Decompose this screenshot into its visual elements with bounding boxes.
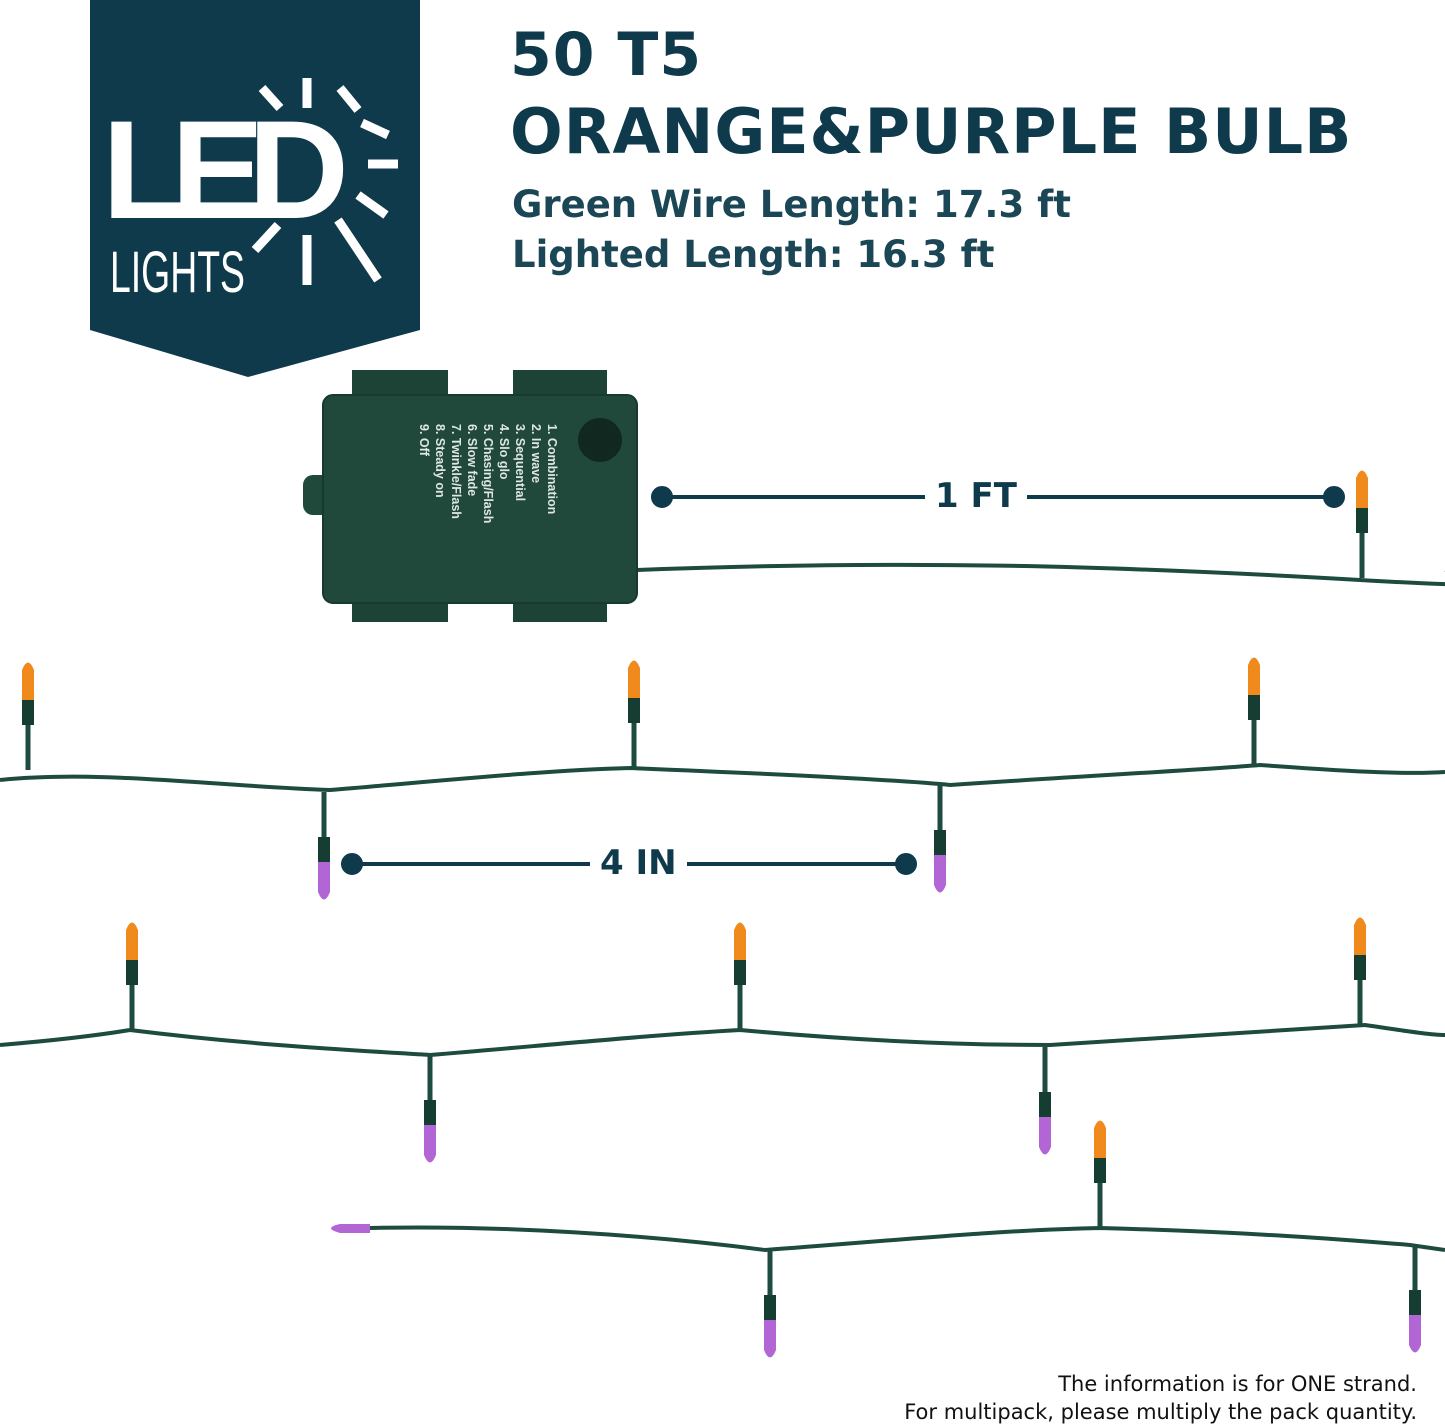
mode-item: 4. Slo glo [497, 424, 511, 480]
purple-bulb [331, 1224, 370, 1233]
svg-text:LED: LED [102, 91, 344, 248]
wire [0, 1022, 1445, 1058]
purple-bulb [318, 792, 330, 900]
footer-note-2: For multipack, please multiply the pack … [904, 1400, 1417, 1424]
led-lights-logo: LED LIGHTS [90, 0, 420, 377]
orange-bulb [1094, 1120, 1106, 1228]
mode-item: 9. Off [417, 424, 431, 456]
purple-bulb [934, 785, 946, 893]
mode-list: 1. Combination 2. In wave 3. Sequential … [400, 424, 560, 524]
mode-item: 7. Twinkle/Flash [449, 424, 463, 519]
orange-bulb [1356, 470, 1368, 578]
svg-text:LIGHTS: LIGHTS [110, 240, 245, 305]
wire [636, 562, 1445, 587]
wire [0, 762, 1445, 793]
purple-bulb [764, 1250, 776, 1358]
mode-item: 1. Combination [545, 424, 559, 515]
wire-length: Green Wire Length: 17.3 ft [512, 183, 1071, 226]
battery-box [303, 370, 638, 622]
product-title: ORANGE&PURPLE BULB [510, 95, 1353, 168]
orange-bulb [22, 662, 34, 770]
purple-bulb [1039, 1047, 1051, 1155]
lighted-length: Lighted Length: 16.3 ft [512, 233, 995, 276]
mode-item: 2. In wave [529, 424, 543, 484]
footer-note-1: The information is for ONE strand. [1058, 1372, 1417, 1396]
wire [369, 1225, 1445, 1253]
purple-bulb [424, 1055, 436, 1163]
orange-bulb [1354, 917, 1366, 1025]
mode-item: 8. Steady on [433, 424, 447, 498]
orange-bulb [734, 922, 746, 1030]
sun-rays-icon [251, 78, 398, 285]
mode-item: 3. Sequential [513, 424, 527, 502]
purple-bulb [1409, 1245, 1421, 1353]
mode-item: 6. Slow fade [465, 424, 479, 497]
orange-bulb [1248, 657, 1260, 765]
orange-bulb [126, 922, 138, 1030]
product-count-title: 50 T5 [510, 20, 703, 90]
bulb-spacing-label: 4 IN [590, 843, 687, 883]
mode-button [578, 418, 622, 462]
mode-item: 5. Chasing/Flash [481, 424, 495, 524]
lead-length-label: 1 FT [925, 476, 1027, 516]
orange-bulb [628, 660, 640, 768]
